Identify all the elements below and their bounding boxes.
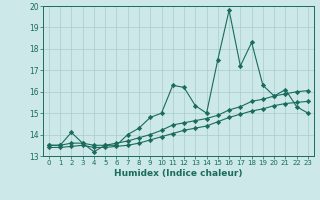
X-axis label: Humidex (Indice chaleur): Humidex (Indice chaleur): [114, 169, 243, 178]
